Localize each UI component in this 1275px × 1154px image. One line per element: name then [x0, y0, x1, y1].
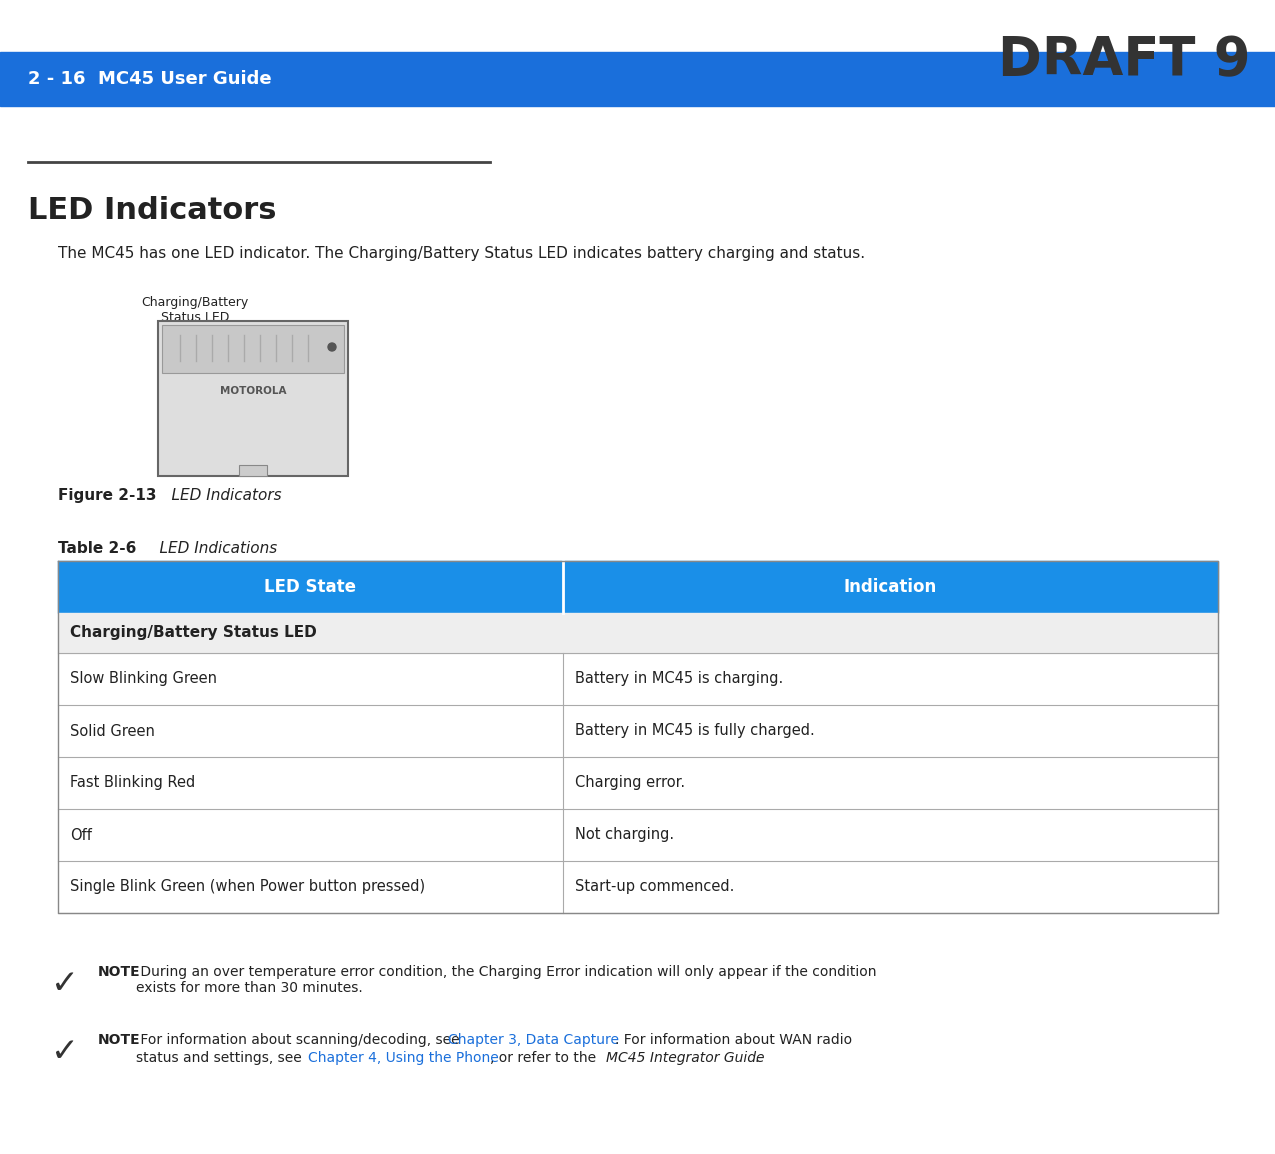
Text: Off: Off — [70, 827, 92, 842]
Text: MC45 Integrator Guide: MC45 Integrator Guide — [606, 1051, 765, 1065]
Text: .: . — [755, 1051, 760, 1065]
Text: LED Indications: LED Indications — [140, 541, 277, 556]
Bar — [158, 321, 348, 475]
Text: Single Blink Green (when Power button pressed): Single Blink Green (when Power button pr… — [70, 879, 425, 894]
Text: Battery in MC45 is charging.: Battery in MC45 is charging. — [575, 672, 783, 687]
Text: Status LED: Status LED — [161, 310, 230, 324]
Bar — [57, 809, 1218, 861]
Text: Slow Blinking Green: Slow Blinking Green — [70, 672, 217, 687]
Bar — [57, 705, 1218, 757]
Text: NOTE: NOTE — [98, 965, 140, 979]
Text: Chapter 3, Data Capture: Chapter 3, Data Capture — [448, 1033, 618, 1047]
Text: LED State: LED State — [264, 578, 356, 595]
Text: For information about scanning/decoding, see: For information about scanning/decoding,… — [136, 1033, 464, 1047]
Text: DRAFT 9: DRAFT 9 — [997, 33, 1250, 87]
Text: During an over temperature error condition, the Charging Error indication will o: During an over temperature error conditi… — [136, 965, 876, 995]
Bar — [162, 325, 344, 373]
Bar — [238, 465, 266, 475]
Text: , or refer to the: , or refer to the — [490, 1051, 601, 1065]
Text: ✓: ✓ — [51, 967, 79, 1001]
Text: 2 - 16  MC45 User Guide: 2 - 16 MC45 User Guide — [28, 70, 272, 88]
Text: ✓: ✓ — [51, 1035, 79, 1067]
Text: NOTE: NOTE — [98, 1033, 140, 1047]
Bar — [0, 52, 1275, 106]
Text: The MC45 has one LED indicator. The Charging/Battery Status LED indicates batter: The MC45 has one LED indicator. The Char… — [57, 246, 866, 261]
Bar — [57, 561, 1218, 613]
Circle shape — [328, 343, 337, 351]
Text: status and settings, see: status and settings, see — [136, 1051, 306, 1065]
Text: Charging/Battery Status LED: Charging/Battery Status LED — [70, 625, 316, 640]
Bar — [57, 861, 1218, 913]
Text: Charging/Battery: Charging/Battery — [142, 295, 249, 309]
Text: Table 2-6: Table 2-6 — [57, 541, 136, 556]
Text: Solid Green: Solid Green — [70, 724, 154, 739]
Text: Figure 2-13: Figure 2-13 — [57, 488, 157, 503]
Bar — [57, 757, 1218, 809]
Text: Not charging.: Not charging. — [575, 827, 673, 842]
Bar — [57, 613, 1218, 653]
Text: Fast Blinking Red: Fast Blinking Red — [70, 775, 195, 790]
Text: Charging error.: Charging error. — [575, 775, 685, 790]
Text: Indication: Indication — [844, 578, 937, 595]
Text: Battery in MC45 is fully charged.: Battery in MC45 is fully charged. — [575, 724, 815, 739]
Bar — [57, 653, 1218, 705]
Text: LED Indicators: LED Indicators — [152, 488, 282, 503]
Text: Start-up commenced.: Start-up commenced. — [575, 879, 734, 894]
Text: . For information about WAN radio: . For information about WAN radio — [615, 1033, 852, 1047]
Text: Chapter 4, Using the Phone: Chapter 4, Using the Phone — [309, 1051, 499, 1065]
Text: LED Indicators: LED Indicators — [28, 196, 277, 225]
Text: MOTOROLA: MOTOROLA — [219, 385, 287, 396]
